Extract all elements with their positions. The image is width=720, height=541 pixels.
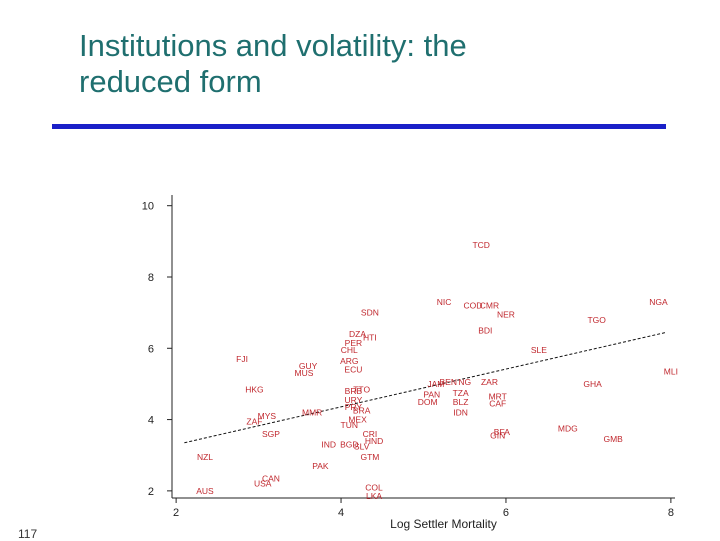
point-label-hti: HTI	[363, 333, 377, 343]
point-label-mex: MEX	[348, 415, 367, 425]
point-label-mmr: MMR	[302, 407, 322, 417]
point-label-chl: CHL	[341, 345, 358, 355]
point-label-sle: SLE	[531, 345, 547, 355]
point-label-ecu: ECU	[344, 365, 362, 375]
point-label-cod: COD	[464, 301, 483, 311]
point-label-lka: LKA	[366, 491, 382, 501]
point-label-zaf: ZAF	[246, 416, 262, 426]
point-label-gtm: GTM	[360, 452, 379, 462]
point-label-ner: NER	[497, 309, 515, 319]
point-label-brb: BRB	[345, 386, 363, 396]
point-label-mli: MLI	[664, 366, 678, 376]
fit-line	[184, 331, 667, 444]
y-tick-label: 4	[148, 415, 154, 427]
point-label-hnd: HND	[365, 436, 383, 446]
point-label-fji: FJI	[236, 354, 248, 364]
point-label-tza: TZA	[453, 388, 469, 398]
point-label-sdn: SDN	[361, 308, 379, 318]
point-label-caf: CAF	[489, 399, 506, 409]
point-label-bdi: BDI	[478, 325, 492, 335]
chart-axes: 2 4 6 8 10 2 4 6 8	[142, 195, 675, 519]
x-tick-label: 6	[503, 507, 509, 519]
point-label-dom: DOM	[418, 397, 438, 407]
fit-line-group	[184, 331, 667, 444]
point-label-mys: MYS	[258, 411, 277, 421]
point-label-bfa: BFA	[494, 427, 510, 437]
point-label-aus: AUS	[196, 486, 214, 496]
point-label-blz: BLZ	[453, 397, 469, 407]
point-label-pak: PAK	[312, 461, 329, 471]
point-label-guy: GUY	[299, 361, 318, 371]
title-underline-rule	[52, 124, 666, 129]
point-label-tto: TTO	[353, 384, 370, 394]
x-tick-label: 8	[668, 507, 674, 519]
point-label-mus: MUS	[294, 368, 313, 378]
point-label-col: COL	[365, 482, 383, 492]
slide-title-line-2: reduced form	[79, 64, 262, 99]
point-label-ben: BEN	[439, 377, 456, 387]
x-axis-label: Log Settler Mortality	[390, 517, 497, 531]
point-label-arg: ARG	[340, 356, 358, 366]
point-label-gha: GHA	[583, 379, 602, 389]
x-tick-label: 2	[173, 507, 179, 519]
point-label-tgo: TGO	[587, 315, 606, 325]
point-label-usa: USA	[254, 479, 272, 489]
point-label-hkg: HKG	[245, 384, 263, 394]
point-label-slv: SLV	[354, 441, 370, 451]
point-label-cri: CRI	[363, 429, 378, 439]
point-label-ng: NG	[458, 377, 471, 387]
point-label-bgd: BGD	[340, 440, 358, 450]
point-label-jam: JAM	[427, 379, 444, 389]
point-label-tun: TUN	[341, 420, 358, 430]
page-number: 117	[18, 527, 38, 541]
point-label-can: CAN	[262, 473, 280, 483]
point-label-cmr: CMR	[480, 301, 499, 311]
point-label-ury: URY	[345, 395, 363, 405]
point-label-mrt: MRT	[489, 391, 507, 401]
point-label-tcd: TCD	[472, 240, 489, 250]
point-label-sgp: SGP	[262, 429, 280, 439]
y-tick-label: 10	[142, 201, 154, 213]
point-label-nzl: NZL	[197, 452, 213, 462]
point-label-gmb: GMB	[603, 434, 623, 444]
y-tick-label: 2	[148, 486, 154, 498]
point-label-idn: IDN	[453, 407, 468, 417]
y-tick-label: 6	[148, 343, 154, 355]
point-label-gin: GIN	[490, 431, 505, 441]
point-label-ind: IND	[321, 440, 336, 450]
point-label-pry: PRY	[345, 402, 363, 412]
slide-title-line-1: Institutions and volatility: the	[79, 28, 467, 63]
x-tick-label: 4	[338, 507, 344, 519]
point-label-nga: NGA	[649, 297, 668, 307]
point-label-mdg: MDG	[558, 423, 578, 433]
point-label-zar: ZAR	[481, 377, 498, 387]
point-label-pan: PAN	[423, 390, 440, 400]
point-label-bra: BRA	[353, 406, 371, 416]
point-label-dza: DZA	[349, 329, 366, 339]
point-label-per: PER	[345, 338, 362, 348]
y-tick-label: 8	[148, 272, 154, 284]
slide-title: Institutions and volatility: the reduced…	[79, 28, 679, 100]
point-label-nic: NIC	[437, 297, 452, 307]
